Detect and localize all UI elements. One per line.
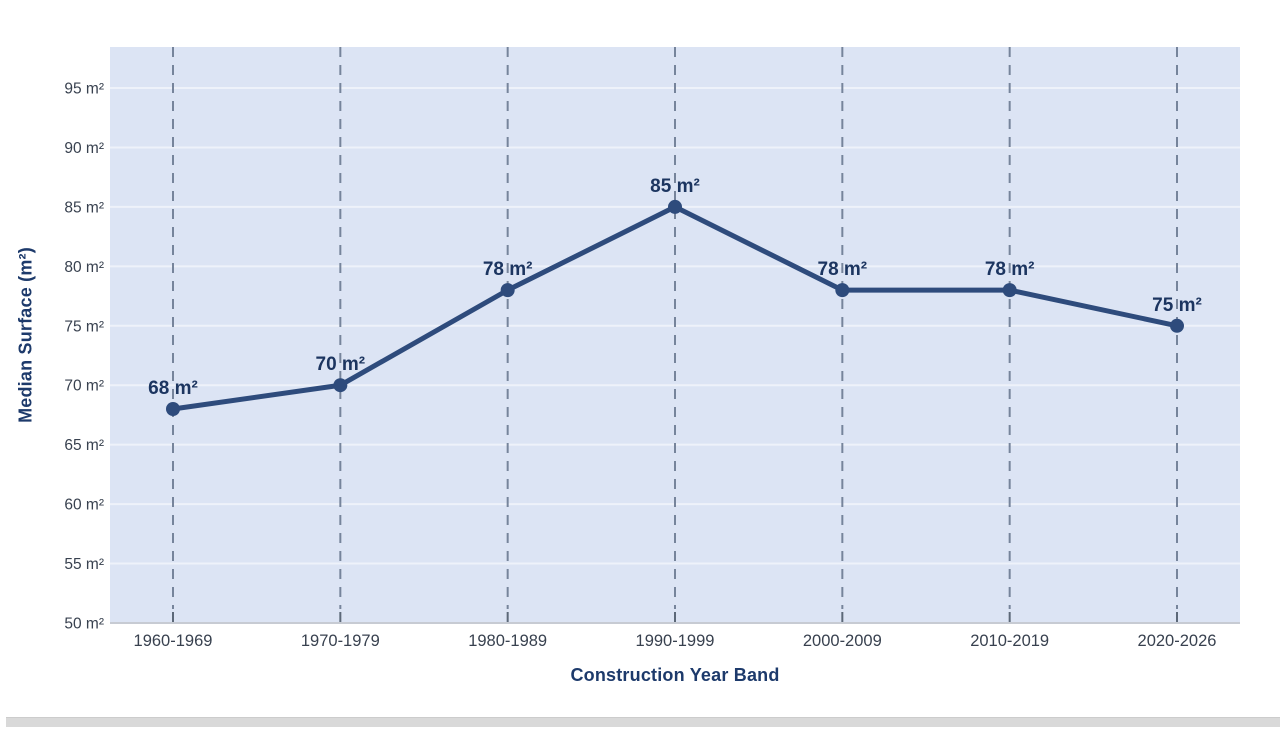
x-tick-label: 1970-1979: [301, 632, 380, 650]
bottom-bar: [6, 717, 1280, 727]
x-tick-label: 2000-2009: [803, 632, 882, 650]
data-point-marker: [166, 402, 180, 417]
x-tick-label: 1980-1989: [468, 632, 547, 650]
x-tick-label: 1990-1999: [636, 632, 715, 650]
y-tick-label: 90 m²: [64, 140, 104, 157]
x-axis-title: Construction Year Band: [570, 665, 780, 685]
y-tick-label: 70 m²: [64, 378, 104, 395]
x-tick-label: 2020-2026: [1138, 632, 1217, 650]
data-point-marker: [333, 378, 348, 393]
y-tick-label: 85 m²: [64, 199, 104, 216]
data-point-label: 78 m²: [483, 259, 533, 280]
y-tick-label: 60 m²: [64, 497, 104, 514]
data-point-label: 68 m²: [148, 378, 198, 399]
data-point-marker: [1002, 283, 1017, 298]
x-tick-label: 2010-2019: [970, 632, 1049, 650]
data-point-marker: [835, 283, 850, 298]
data-point-marker: [500, 283, 515, 298]
y-tick-label: 55 m²: [64, 556, 104, 573]
y-axis-title: Median Surface (m²): [15, 247, 36, 423]
data-point-marker: [1170, 318, 1184, 333]
data-point-label: 78 m²: [818, 259, 868, 280]
y-tick-label: 80 m²: [64, 259, 104, 276]
data-point-label: 78 m²: [985, 259, 1035, 280]
data-point-label: 70 m²: [316, 354, 366, 375]
data-point-marker: [668, 199, 682, 214]
y-tick-label: 50 m²: [64, 616, 104, 633]
x-tick-label: 1960-1969: [134, 632, 213, 650]
y-tick-label: 95 m²: [64, 81, 104, 98]
y-tick-label: 65 m²: [64, 437, 104, 454]
data-point-label: 75 m²: [1152, 295, 1202, 316]
data-point-label: 85 m²: [650, 176, 700, 197]
y-tick-label: 75 m²: [64, 318, 104, 335]
